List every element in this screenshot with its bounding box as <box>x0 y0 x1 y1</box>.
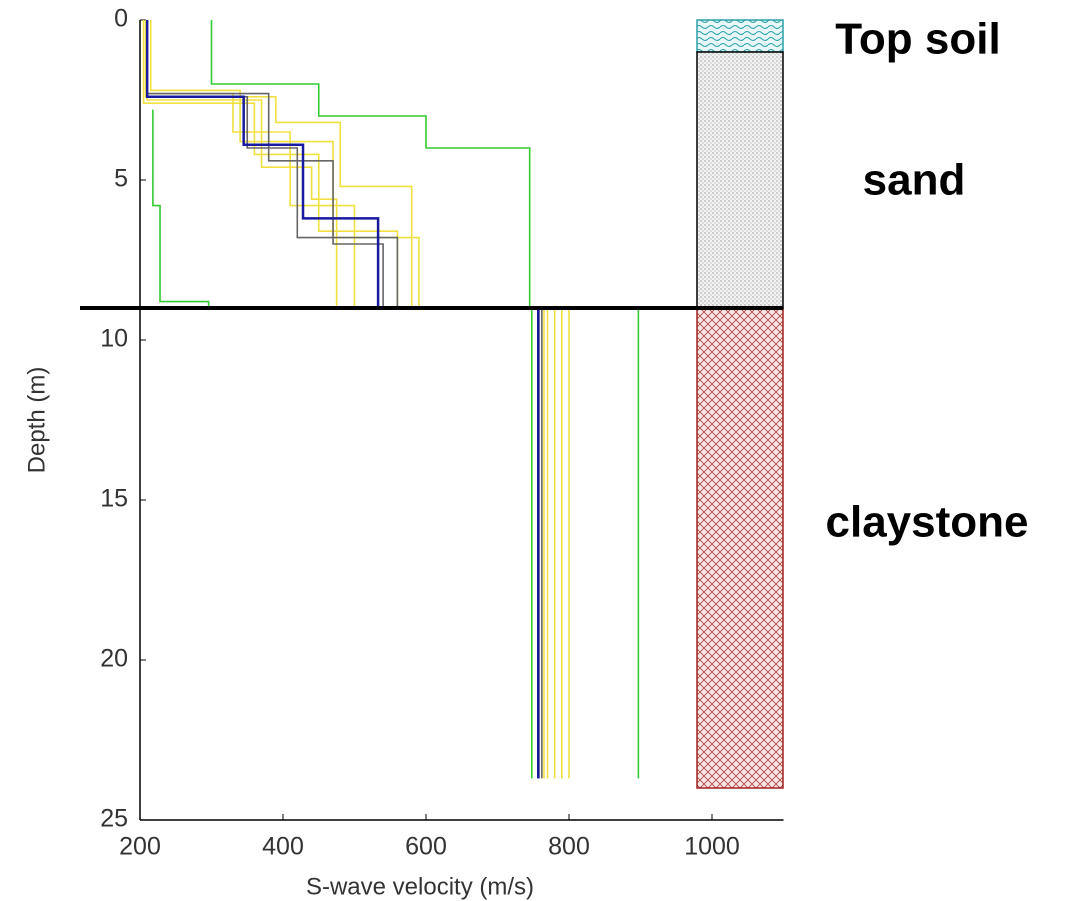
y-tick-label: 10 <box>100 325 128 353</box>
velocity-profile <box>144 20 545 779</box>
x-tick-label: 800 <box>548 833 590 861</box>
y-tick-label: 5 <box>114 165 128 193</box>
velocity-profile <box>146 20 556 779</box>
y-tick-label: 0 <box>114 5 128 33</box>
x-tick-label: 200 <box>119 833 161 861</box>
soil-layer <box>696 51 784 309</box>
y-tick-label: 25 <box>100 805 128 833</box>
x-tick-label: 600 <box>405 833 447 861</box>
velocity-profile <box>146 20 549 779</box>
velocity-profile <box>146 20 540 779</box>
velocity-profile <box>152 109 533 779</box>
soil-layer <box>696 307 784 789</box>
velocity-profile <box>146 20 543 779</box>
y-tick-label: 15 <box>100 485 128 513</box>
velocity-profile <box>142 20 563 779</box>
y-tick-label: 20 <box>100 645 128 673</box>
velocity-profile <box>145 20 540 779</box>
velocity-profile <box>210 20 640 779</box>
layer-label: sand <box>863 156 966 205</box>
layer-label: claystone <box>826 498 1029 547</box>
soil-layer <box>696 19 784 53</box>
layer-label: Top soil <box>835 15 1000 64</box>
velocity-profile <box>149 20 570 779</box>
x-tick-label: 1000 <box>684 833 740 861</box>
x-axis-label: S-wave velocity (m/s) <box>306 873 534 900</box>
y-axis-label: Depth (m) <box>23 367 50 474</box>
x-tick-label: 400 <box>262 833 304 861</box>
